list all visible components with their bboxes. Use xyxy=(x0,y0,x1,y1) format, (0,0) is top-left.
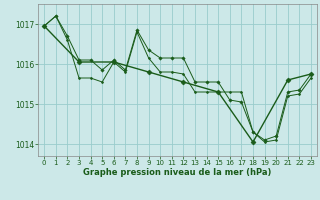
X-axis label: Graphe pression niveau de la mer (hPa): Graphe pression niveau de la mer (hPa) xyxy=(84,168,272,177)
